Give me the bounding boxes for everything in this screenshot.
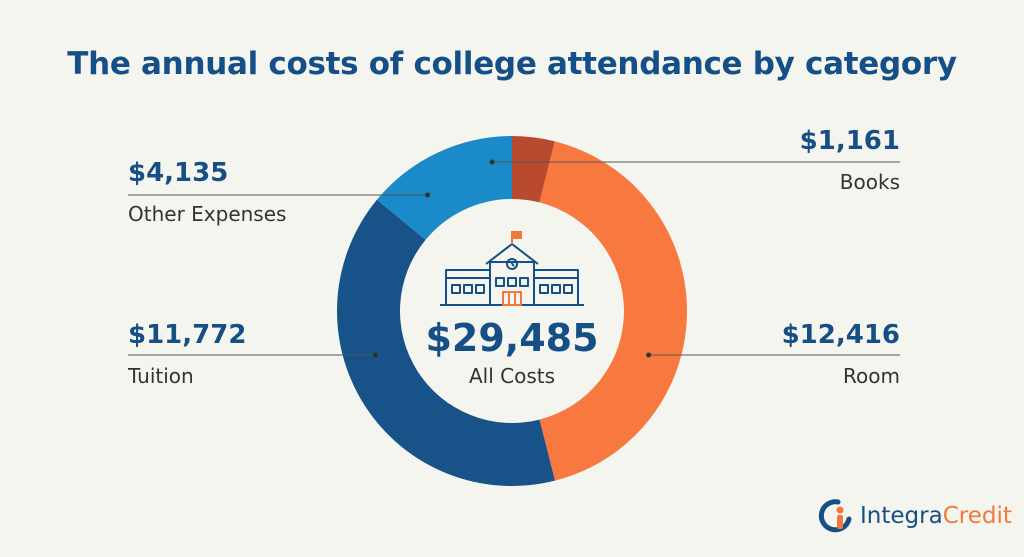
value-other-expenses: $4,135 [128,158,229,188]
integra-credit-logo: IntegraCredit [816,496,1012,536]
value-books: $1,161 [799,126,900,156]
leader-dot-tuition [372,352,378,358]
logo-text-integra: Integra [860,503,943,529]
label-other-expenses: Other Expenses [128,202,287,226]
slice-tuition [337,199,556,486]
leader-dot-other-expenses [425,192,431,198]
value-tuition: $11,772 [128,320,247,350]
slice-other-expenses [376,136,512,240]
slice-books [512,136,555,203]
value-room: $12,416 [781,320,900,350]
label-tuition: Tuition [128,364,194,388]
logo-text-credit: Credit [942,503,1012,529]
total-label: All Costs [468,364,556,388]
integra-credit-logo-icon [818,499,852,533]
slice-room [539,141,687,481]
total-value: $29,485 [425,316,599,360]
label-room: Room [843,364,900,388]
school-flag-icon [502,231,522,306]
label-books: Books [839,170,900,194]
leader-dot-room [646,352,652,358]
school-building-icon [440,243,584,306]
leader-dot-books [489,159,495,165]
chart-title: The annual costs of college attendance b… [67,46,957,82]
